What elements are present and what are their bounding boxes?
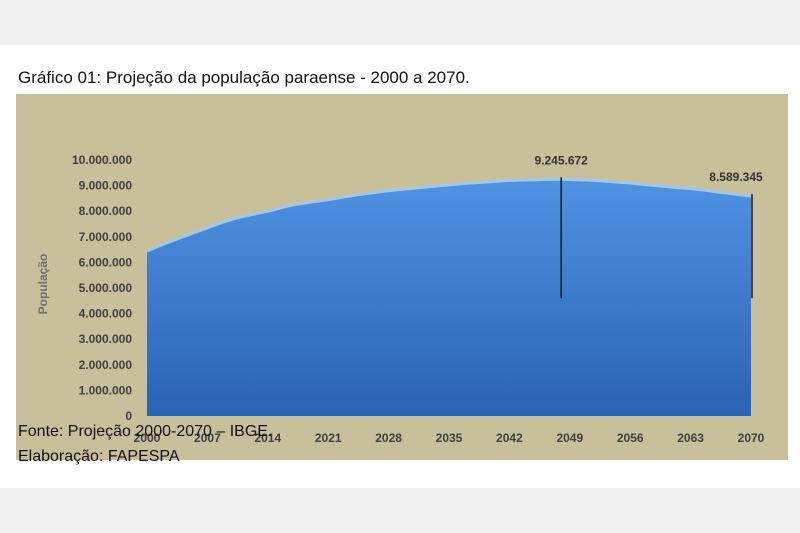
x-tick-label: 2028: [375, 431, 402, 445]
credit-note: Elaboração: FAPESPA: [18, 448, 180, 465]
y-tick-label: 7.000.000: [79, 230, 133, 244]
x-tick-label: 2056: [617, 431, 644, 445]
y-tick-label: 2.000.000: [79, 358, 133, 372]
x-tick-label: 2000: [134, 431, 161, 445]
data-label: 8.589.345: [709, 170, 763, 184]
x-tick-label: 2049: [556, 431, 583, 445]
x-tick-label: 2063: [677, 431, 704, 445]
y-tick-label: 9.000.000: [79, 179, 133, 193]
x-tick-label: 2021: [315, 431, 342, 445]
y-tick-label: 1.000.000: [79, 383, 133, 397]
y-tick-label: 3.000.000: [79, 332, 133, 346]
y-tick-label: 4.000.000: [79, 307, 133, 321]
y-tick-label: 10.000.000: [72, 153, 132, 167]
population-area-edge: [146, 177, 752, 253]
y-tick-label: 0: [125, 409, 132, 423]
x-tick-label: 2070: [738, 431, 765, 445]
population-area: [147, 179, 751, 416]
area-chart: População 0 1.000.000 2.000.000 3.000.000 4.…: [36, 153, 765, 445]
y-tick-label: 6.000.000: [79, 255, 133, 269]
figure-title: Gráfico 01: Projeção da população paraen…: [18, 68, 470, 87]
x-tick-label: 2042: [496, 431, 523, 445]
y-axis-title: População: [36, 254, 50, 315]
x-tick-label: 2014: [254, 431, 281, 445]
y-tick-label: 5.000.000: [79, 281, 133, 295]
chart-area: População 0 1.000.000 2.000.000 3.000.000 4.…: [16, 94, 788, 460]
data-label: 9.245.672: [534, 153, 588, 167]
x-tick-label: 2007: [194, 431, 221, 445]
document-page: Gráfico 01: Projeção da população paraen…: [0, 45, 800, 488]
source-note: Fonte: Projeção 2000-2070 – IBGE.: [18, 423, 273, 440]
y-tick-label: 8.000.000: [79, 204, 133, 218]
x-tick-label: 2035: [436, 431, 463, 445]
